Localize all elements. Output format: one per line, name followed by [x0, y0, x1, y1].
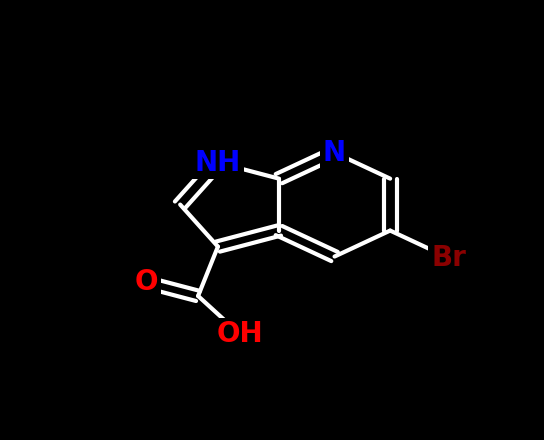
Text: O: O	[134, 268, 158, 297]
Text: NH: NH	[195, 149, 241, 176]
Text: OH: OH	[217, 320, 263, 348]
Text: Br: Br	[431, 244, 466, 272]
Text: N: N	[323, 139, 346, 167]
